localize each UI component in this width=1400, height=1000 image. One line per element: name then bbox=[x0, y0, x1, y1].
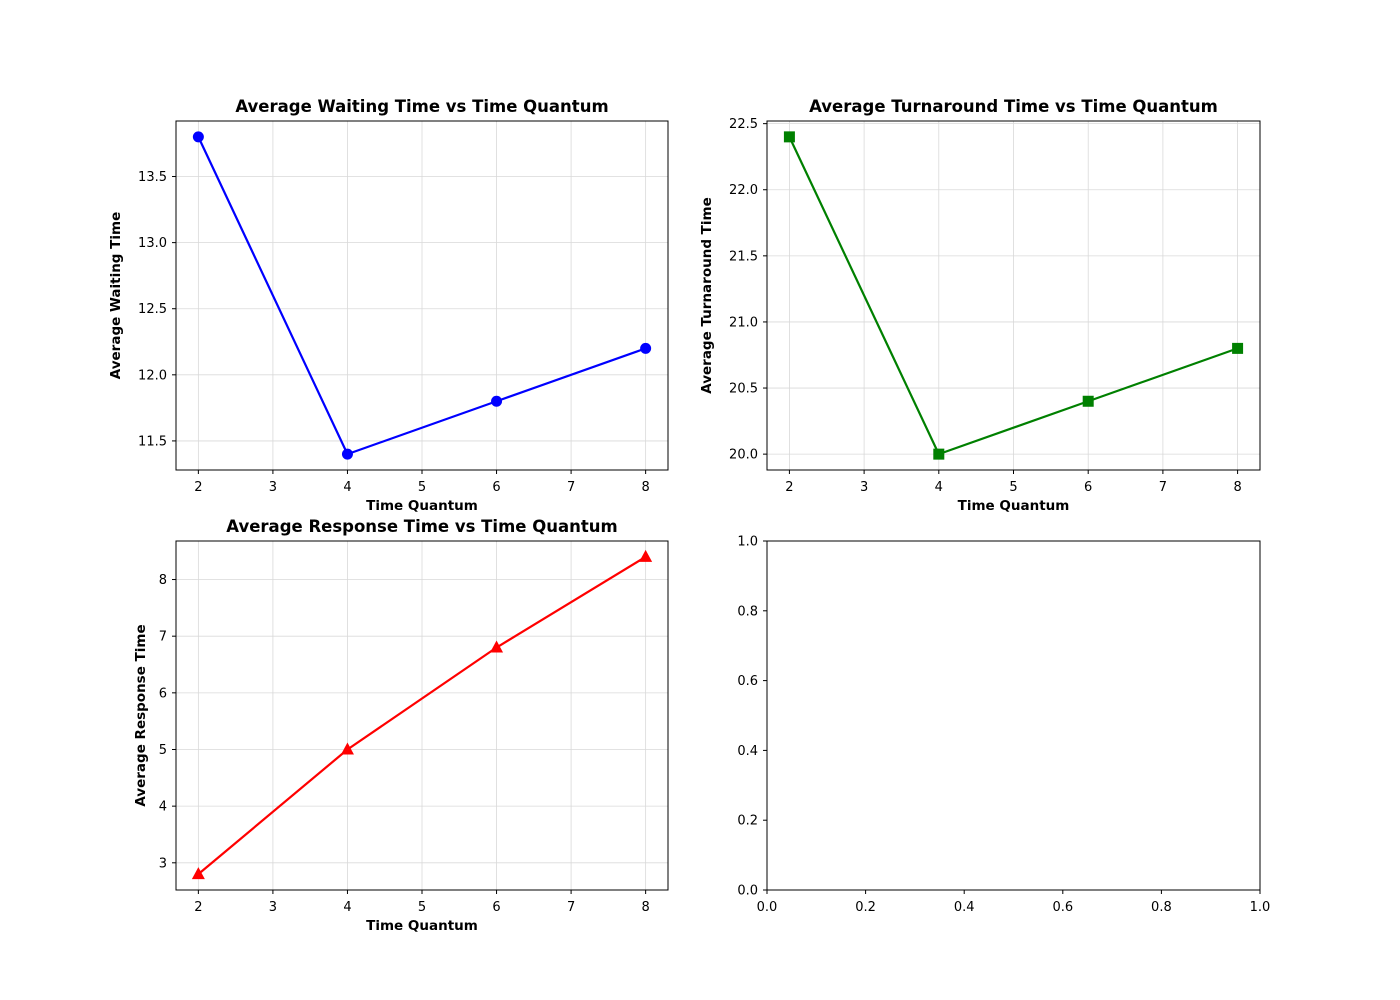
data-point-marker bbox=[933, 448, 945, 460]
chart-panel-2: 2 3 4 5 6 7 8 20.0 20.5 21.0 21.5 22.0 22.5 Average T… bbox=[699, 97, 1261, 514]
x-tick-label: 8 bbox=[1233, 480, 1241, 495]
x-axis-label: Time Quantum bbox=[366, 498, 478, 514]
y-tick-label: 4 bbox=[159, 800, 167, 815]
data-point-marker bbox=[1082, 395, 1094, 407]
y-tick-label: 21.0 bbox=[729, 315, 758, 330]
y-tick-label: 6 bbox=[159, 686, 167, 701]
x-tick-label: 5 bbox=[418, 480, 426, 495]
y-axis-label: Average Turnaround Time bbox=[699, 197, 715, 394]
x-tick-label: 6 bbox=[492, 480, 500, 495]
x-tick-label: 8 bbox=[641, 900, 649, 915]
y-tick-label: 22.0 bbox=[729, 183, 758, 198]
x-tick-label: 3 bbox=[860, 480, 868, 495]
data-point-marker bbox=[191, 867, 205, 880]
y-tick-label: 7 bbox=[159, 630, 167, 645]
y-tick-label: 22.5 bbox=[729, 117, 758, 132]
data-point-marker bbox=[639, 549, 653, 562]
x-tick-label: 0.6 bbox=[1052, 900, 1073, 915]
x-tick-label: 2 bbox=[785, 480, 793, 495]
chart-panel-4: 0.0 0.2 0.4 0.6 0.8 1.0 0.0 0.2 0.4 0.6 0.8 1.0 bbox=[737, 535, 1270, 916]
x-tick-label: 4 bbox=[935, 480, 943, 495]
y-tick-label: 20.0 bbox=[729, 448, 758, 463]
data-point-marker bbox=[341, 448, 353, 460]
x-tick-label: 2 bbox=[194, 900, 202, 915]
data-point-marker bbox=[192, 131, 204, 143]
x-tick-label: 3 bbox=[269, 900, 277, 915]
y-tick-label: 0.2 bbox=[737, 814, 758, 829]
chart-panel-1: 2 3 4 5 6 7 8 11.5 12.0 12.5 13.0 13.5 Average Waiti… bbox=[108, 97, 669, 514]
y-tick-label: 3 bbox=[159, 856, 167, 871]
y-tick-label: 0.6 bbox=[737, 674, 758, 689]
data-point-marker bbox=[340, 742, 354, 755]
y-tick-label: 0.0 bbox=[737, 884, 758, 899]
chart-title: Average Waiting Time vs Time Quantum bbox=[235, 97, 608, 116]
y-tick-label: 20.5 bbox=[729, 382, 758, 397]
chart-title: Average Turnaround Time vs Time Quantum bbox=[809, 97, 1218, 116]
x-axis-label: Time Quantum bbox=[958, 498, 1070, 514]
y-tick-label: 13.0 bbox=[138, 236, 167, 251]
y-tick-label: 0.8 bbox=[737, 604, 758, 619]
series-line-1 bbox=[197, 136, 647, 456]
x-tick-label: 4 bbox=[343, 900, 351, 915]
y-tick-label: 5 bbox=[159, 743, 167, 758]
x-tick-label: 1.0 bbox=[1250, 900, 1271, 915]
y-axis-label: Average Waiting Time bbox=[108, 212, 124, 379]
chart-title: Average Response Time vs Time Quantum bbox=[226, 517, 617, 536]
x-tick-label: 0.4 bbox=[954, 900, 975, 915]
x-tick-label: 2 bbox=[194, 480, 202, 495]
y-tick-label: 0.4 bbox=[737, 744, 758, 759]
y-tick-label: 12.5 bbox=[138, 302, 167, 317]
x-tick-label: 0.2 bbox=[855, 900, 876, 915]
x-tick-label: 7 bbox=[1159, 480, 1167, 495]
data-point-marker bbox=[783, 131, 795, 143]
series-line-1 bbox=[197, 555, 647, 875]
x-tick-label: 7 bbox=[567, 480, 575, 495]
series-line-1 bbox=[788, 136, 1238, 456]
y-axis-label: Average Response Time bbox=[133, 624, 149, 806]
x-axis-label: Time Quantum bbox=[366, 918, 478, 934]
data-point-marker bbox=[490, 640, 504, 653]
data-point-marker bbox=[640, 342, 652, 354]
y-tick-label: 13.5 bbox=[138, 170, 167, 185]
y-tick-label: 11.5 bbox=[138, 434, 167, 449]
y-tick-label: 8 bbox=[159, 573, 167, 588]
y-tick-label: 1.0 bbox=[737, 535, 758, 550]
x-tick-label: 6 bbox=[492, 900, 500, 915]
y-tick-label: 21.5 bbox=[729, 249, 758, 264]
chart-panel-3: 2 3 4 5 6 7 8 3 4 5 6 7 8 Average Response Time vs Ti… bbox=[133, 517, 669, 934]
x-tick-label: 0.0 bbox=[757, 900, 778, 915]
y-tick-label: 12.0 bbox=[138, 368, 167, 383]
x-tick-label: 7 bbox=[567, 900, 575, 915]
x-tick-label: 0.8 bbox=[1151, 900, 1172, 915]
x-tick-label: 3 bbox=[269, 480, 277, 495]
data-point-marker bbox=[1232, 342, 1244, 354]
x-tick-label: 5 bbox=[418, 900, 426, 915]
x-tick-label: 4 bbox=[343, 480, 351, 495]
x-tick-label: 6 bbox=[1084, 480, 1092, 495]
axes-frame bbox=[766, 540, 1261, 891]
x-tick-label: 8 bbox=[641, 480, 649, 495]
data-point-marker bbox=[491, 395, 503, 407]
x-tick-label: 5 bbox=[1009, 480, 1017, 495]
